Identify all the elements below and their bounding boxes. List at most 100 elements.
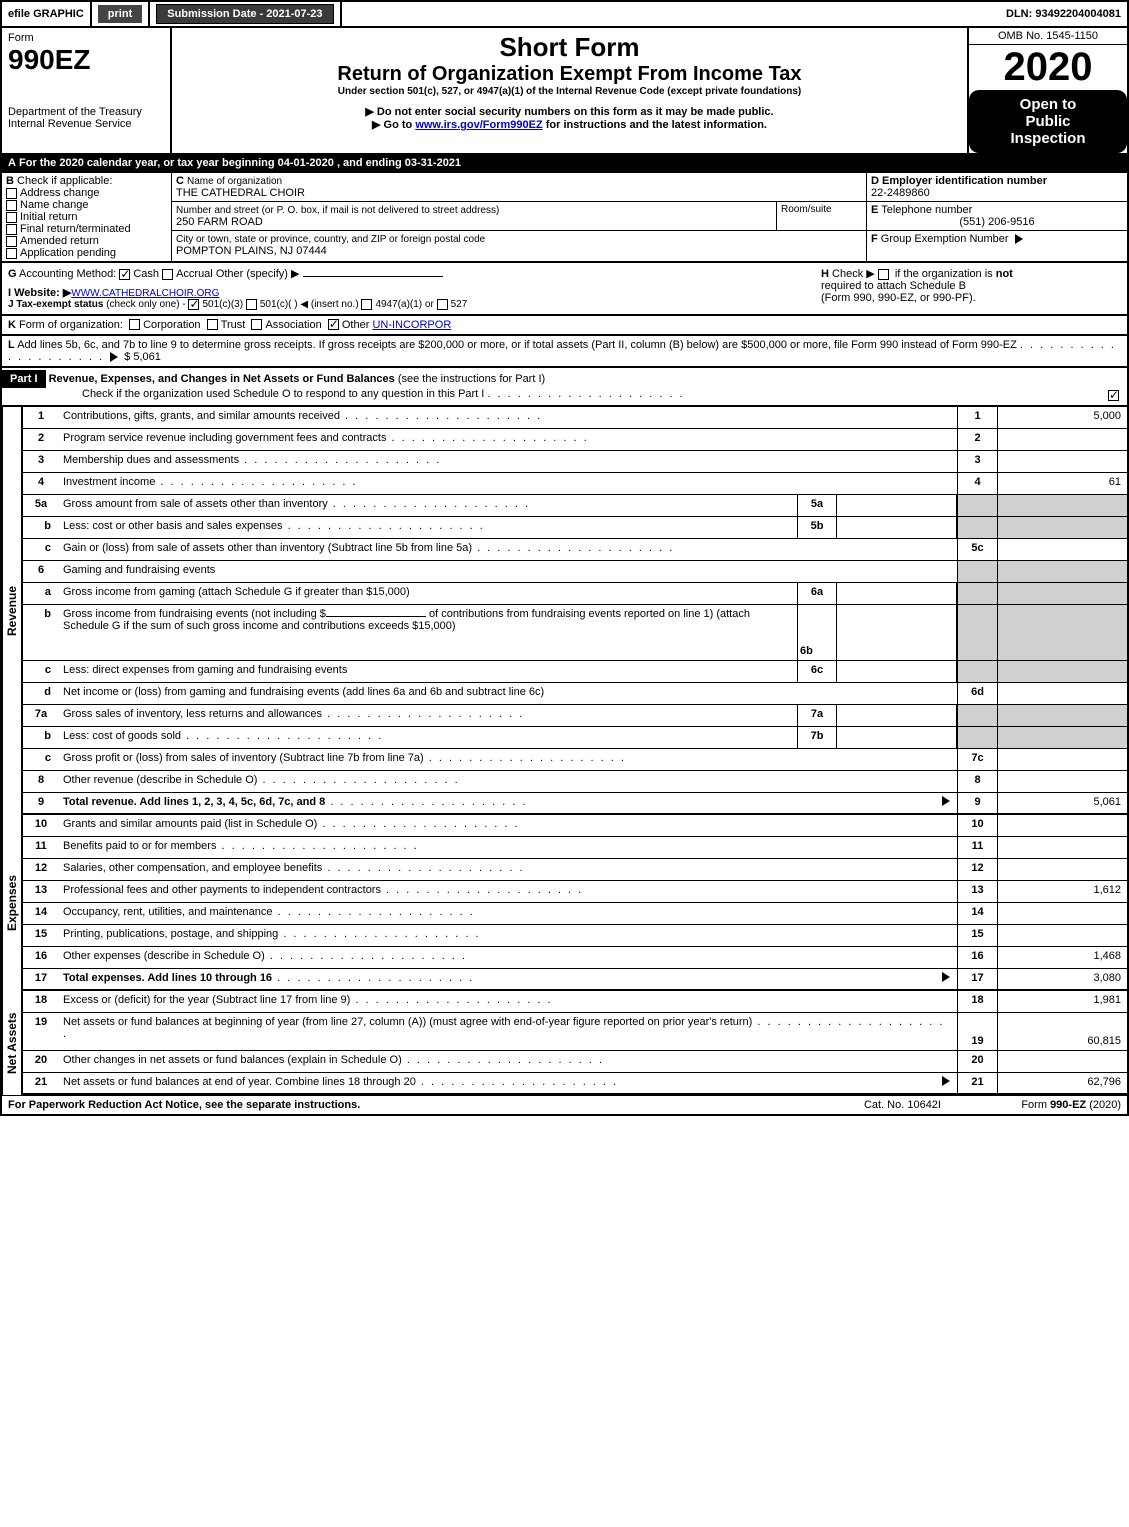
label-B: B (6, 175, 14, 187)
part1-check-line: Check if the organization used Schedule … (2, 388, 484, 400)
l15-num: 15 (23, 925, 59, 946)
label-A: A (8, 157, 16, 169)
checkbox-trust[interactable] (207, 319, 218, 330)
b-opt-4[interactable]: Amended return (6, 235, 167, 247)
checkbox-final-return[interactable] (6, 224, 17, 235)
l10-desc: Grants and similar amounts paid (list in… (59, 815, 957, 836)
l6c-rv (997, 661, 1127, 682)
print-button[interactable]: print (98, 5, 142, 23)
b-opt-0[interactable]: Address change (6, 187, 167, 199)
tax-year: 2020 (969, 45, 1127, 90)
block-h: H Check ▶ if the organization is not req… (821, 267, 1121, 310)
checkbox-527[interactable] (437, 299, 448, 310)
line-5b: bLess: cost or other basis and sales exp… (21, 517, 1129, 539)
checkbox-corp[interactable] (129, 319, 140, 330)
l6d-num: d (23, 683, 59, 704)
l2-desc: Program service revenue including govern… (59, 429, 957, 450)
l6c-num: c (23, 661, 59, 682)
l7c-num: c (23, 749, 59, 770)
expenses-section: Expenses 10Grants and similar amounts pa… (0, 815, 1129, 991)
line-4: 4Investment income461 (21, 473, 1129, 495)
label-K: K (8, 319, 16, 331)
k-o4: Other (342, 319, 370, 331)
h-not: not (996, 268, 1013, 280)
phone-value: (551) 206-9516 (871, 216, 1123, 228)
label-L: L (8, 339, 15, 351)
page-footer: For Paperwork Reduction Act Notice, see … (0, 1095, 1129, 1116)
omb-number: OMB No. 1545-1150 (969, 28, 1127, 45)
block-c: C Name of organization THE CATHEDRAL CHO… (172, 173, 867, 261)
l7a-desc: Gross sales of inventory, less returns a… (59, 705, 797, 726)
l7a-rn (957, 705, 997, 726)
l6a-num: a (23, 583, 59, 604)
l5c-num: c (23, 539, 59, 560)
l20-num: 20 (23, 1051, 59, 1072)
checkbox-h[interactable] (878, 269, 889, 280)
k-o1: Corporation (143, 319, 200, 331)
l5b-rn (957, 517, 997, 538)
checkbox-501c[interactable] (246, 299, 257, 310)
l7b-num: b (23, 727, 59, 748)
room-suite-label: Room/suite (776, 202, 866, 230)
line-20: 20Other changes in net assets or fund ba… (21, 1051, 1129, 1073)
b-opt-1[interactable]: Name change (6, 199, 167, 211)
block-b: B Check if applicable: Address change Na… (2, 173, 172, 261)
l5c-rv (997, 539, 1127, 560)
l6d-rn: 6d (957, 683, 997, 704)
l11-num: 11 (23, 837, 59, 858)
l10-rn: 10 (957, 815, 997, 836)
checkbox-amended[interactable] (6, 236, 17, 247)
l1-rn: 1 (957, 407, 997, 428)
j-o2: 501(c)( ) ◀ (insert no.) (260, 299, 359, 310)
form-number: 990EZ (8, 44, 164, 76)
l13-rn: 13 (957, 881, 997, 902)
l3-num: 3 (23, 451, 59, 472)
l8-num: 8 (23, 771, 59, 792)
l8-rn: 8 (957, 771, 997, 792)
line-21: 21Net assets or fund balances at end of … (21, 1073, 1129, 1095)
l8-rv (997, 771, 1127, 792)
checkbox-address-change[interactable] (6, 188, 17, 199)
checkbox-accrual[interactable] (162, 269, 173, 280)
g-label: Accounting Method: (19, 268, 116, 280)
checkbox-501c3[interactable] (188, 299, 199, 310)
checkbox-assoc[interactable] (251, 319, 262, 330)
insp-2: Public (979, 113, 1117, 130)
g-accrual: Accrual (176, 268, 213, 280)
l16-num: 16 (23, 947, 59, 968)
checkbox-4947[interactable] (361, 299, 372, 310)
l9-rv: 5,061 (997, 793, 1127, 813)
l21-num: 21 (23, 1073, 59, 1093)
line-19: 19Net assets or fund balances at beginni… (21, 1013, 1129, 1051)
b-opt-5[interactable]: Application pending (6, 247, 167, 259)
b-opt-2[interactable]: Initial return (6, 211, 167, 223)
b-opt-3[interactable]: Final return/terminated (6, 223, 167, 235)
footer-form: 990-EZ (1050, 1099, 1086, 1111)
print-cell[interactable]: print (92, 2, 150, 26)
b-opt-1-label: Name change (20, 199, 89, 211)
block-i: I Website: ▶WWW.CATHEDRALCHOIR.ORG (8, 286, 821, 299)
l2-num: 2 (23, 429, 59, 450)
checkbox-initial-return[interactable] (6, 212, 17, 223)
line-16: 16Other expenses (describe in Schedule O… (21, 947, 1129, 969)
g-cash: Cash (133, 268, 159, 280)
k-other-val[interactable]: UN-INCORPOR (372, 319, 451, 331)
revenue-section: Revenue 1Contributions, gifts, grants, a… (0, 407, 1129, 815)
period-a: A For the 2020 calendar year, or tax yea… (2, 155, 467, 171)
checkbox-other-org[interactable] (328, 319, 339, 330)
h-t3: required to attach Schedule B (821, 280, 966, 292)
l14-rn: 14 (957, 903, 997, 924)
l11-rv (997, 837, 1127, 858)
l19-rn: 19 (957, 1013, 997, 1050)
irs-link[interactable]: www.irs.gov/Form990EZ (415, 119, 542, 131)
l12-rn: 12 (957, 859, 997, 880)
checkbox-app-pending[interactable] (6, 248, 17, 259)
checkbox-cash[interactable] (119, 269, 130, 280)
checkbox-name-change[interactable] (6, 200, 17, 211)
l7b-rn (957, 727, 997, 748)
l15-desc: Printing, publications, postage, and shi… (59, 925, 957, 946)
ein-value: 22-2489860 (871, 187, 930, 199)
label-E: E (871, 204, 878, 216)
side-expenses: Expenses (2, 815, 21, 991)
checkbox-schedule-o[interactable] (1108, 390, 1119, 401)
